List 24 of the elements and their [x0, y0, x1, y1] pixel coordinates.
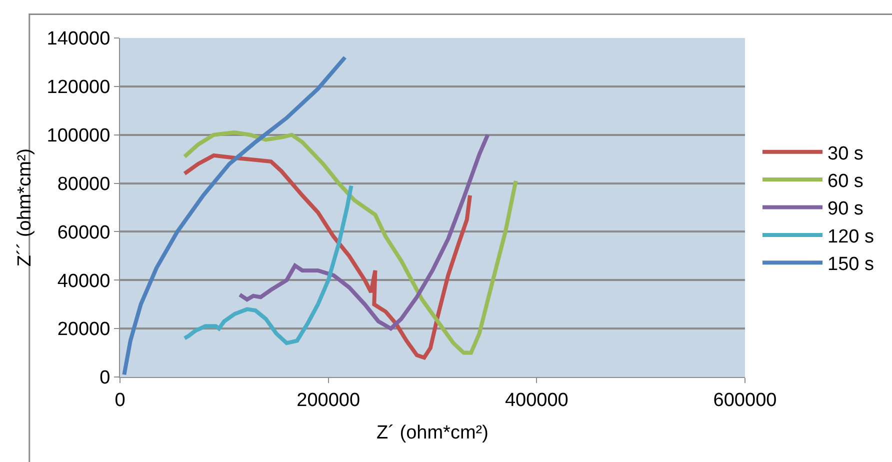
y-tick-label: 40000	[57, 270, 110, 292]
y-tick-label: 140000	[46, 28, 110, 50]
line-series	[182, 130, 518, 355]
x-tick-label: 600000	[713, 390, 777, 411]
line-series	[182, 184, 354, 346]
y-tick-label: 100000	[46, 126, 110, 147]
line-series	[182, 153, 472, 360]
legend-label: 150 s	[828, 254, 874, 276]
y-tick-label: 60000	[57, 222, 110, 244]
y-axis-title: Z´´ (ohm*cm²)	[14, 148, 36, 267]
x-tick-label: 200000	[296, 390, 360, 411]
x-axis-title: Z´ (ohm*cm²)	[376, 422, 488, 444]
y-tick-label: 0	[100, 368, 110, 389]
y-tick-label: 20000	[57, 319, 110, 340]
x-tick-label: 0	[114, 390, 126, 411]
legend-label: 60 s	[828, 170, 864, 192]
legend-label: 90 s	[828, 198, 864, 220]
legend-label: 120 s	[828, 226, 874, 248]
x-tick-label: 400000	[504, 390, 568, 411]
line-series	[122, 55, 347, 377]
line-series	[238, 132, 490, 331]
y-tick-label: 80000	[57, 174, 110, 195]
legend-label: 30 s	[828, 143, 864, 164]
y-tick-label: 120000	[46, 77, 110, 98]
